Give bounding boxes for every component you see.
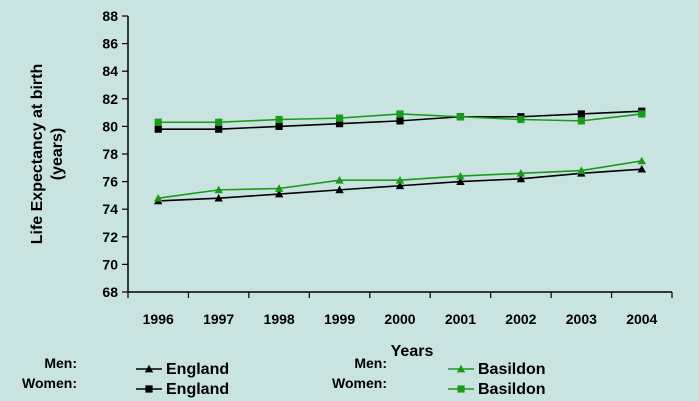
legend-group-label: Men:	[44, 355, 77, 371]
y-tick-label: 80	[102, 118, 118, 134]
data-point	[517, 115, 525, 124]
data-point	[396, 117, 404, 125]
y-tick-label: 70	[102, 256, 118, 272]
series-women-basildon	[154, 110, 646, 126]
y-tick-label: 88	[102, 8, 118, 24]
legend-marker	[457, 385, 465, 393]
legend-marker	[145, 385, 153, 393]
x-tick-label: 1996	[143, 311, 174, 327]
legend-series-name: Basildon	[478, 381, 546, 398]
x-tick-label: 2001	[445, 311, 476, 327]
legend: Men: England Men: Basildon Women: England Wome…	[22, 355, 546, 398]
data-point	[396, 110, 404, 118]
legend-group-label: Women:	[332, 375, 387, 391]
y-axis-title-line-1: Life Expectancy at birth	[29, 64, 46, 245]
data-point	[577, 117, 585, 125]
y-tick-label: 82	[102, 91, 118, 107]
y-axis-title-line-2: (years)	[49, 128, 66, 180]
x-tick-label: 1997	[203, 311, 234, 327]
series-layer	[154, 107, 646, 205]
x-tick-label: 2002	[505, 311, 536, 327]
y-axis-ticks: 68 70 72 74 76 78 80 82 84 86 88	[102, 8, 128, 300]
series-men-basildon	[154, 156, 646, 202]
data-point	[154, 193, 163, 202]
x-axis-title: Years	[391, 343, 434, 360]
data-point	[335, 120, 344, 128]
data-point	[274, 184, 284, 192]
data-point	[456, 113, 465, 121]
data-point	[215, 125, 223, 133]
data-point	[154, 118, 162, 126]
y-tick-label: 68	[102, 284, 118, 300]
x-axis-ticks: 1996 1997 1998 1999 2000 2001 2002 2003 2004	[127, 292, 673, 327]
data-point	[456, 177, 465, 185]
data-point	[335, 114, 344, 122]
data-point	[395, 181, 405, 190]
y-tick-label: 86	[102, 36, 118, 52]
data-point	[215, 118, 223, 126]
data-point	[214, 193, 223, 202]
data-point	[275, 115, 283, 124]
data-point	[335, 185, 344, 194]
data-point	[637, 164, 646, 173]
x-tick-label: 2000	[384, 311, 415, 327]
legend-series-name: Basildon	[478, 361, 546, 378]
data-point	[516, 169, 526, 177]
y-tick-label: 78	[102, 146, 118, 162]
chart-axes	[127, 16, 672, 293]
data-point	[274, 189, 284, 198]
x-tick-label: 2003	[566, 311, 597, 327]
legend-series-name: England	[166, 361, 229, 378]
data-point	[638, 110, 646, 118]
y-tick-label: 74	[102, 201, 118, 217]
y-tick-label: 72	[102, 229, 118, 245]
data-point	[516, 174, 526, 183]
legend-group-label: Men:	[354, 355, 387, 371]
data-point	[395, 176, 405, 184]
data-point	[577, 110, 585, 118]
data-point	[335, 176, 344, 184]
data-point	[275, 122, 283, 130]
data-point	[577, 166, 586, 174]
x-tick-label: 1999	[324, 311, 355, 327]
series-men-england	[154, 164, 646, 205]
legend-series-name: England	[166, 381, 229, 398]
y-tick-label: 76	[102, 174, 118, 190]
x-tick-label: 2004	[626, 311, 657, 327]
data-point	[637, 156, 646, 165]
legend-group-label: Women:	[22, 375, 77, 391]
legend-marker	[456, 364, 466, 373]
x-tick-label: 1998	[264, 311, 295, 327]
data-point	[214, 185, 223, 194]
y-tick-label: 84	[102, 63, 118, 79]
legend-marker	[144, 364, 154, 373]
data-point	[154, 125, 162, 133]
data-point	[456, 171, 465, 180]
